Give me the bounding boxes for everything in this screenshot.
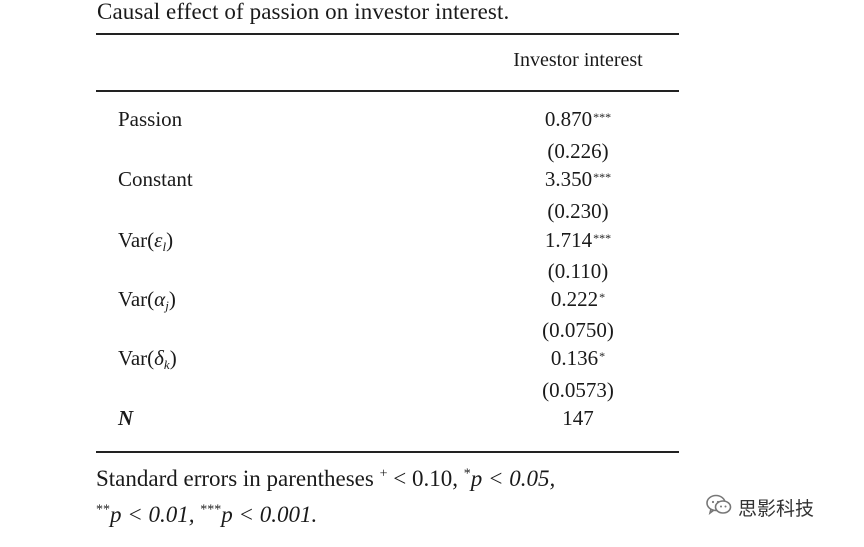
footnote-line-1: Standard errors in parentheses + < 0.10,… bbox=[96, 466, 556, 491]
se-var-alpha: (0.0750) bbox=[542, 318, 614, 342]
top-rule bbox=[96, 33, 679, 35]
se-var-delta: (0.0573) bbox=[542, 378, 614, 402]
table-title: Causal effect of passion on investor int… bbox=[97, 0, 510, 24]
row-label-var-alpha: Var(αj) bbox=[118, 287, 176, 313]
coef-passion: 0.870*** bbox=[544, 107, 612, 131]
row-label-n: N bbox=[118, 406, 134, 430]
se-passion: (0.226) bbox=[547, 139, 609, 163]
row-label-var-delta: Var(δk) bbox=[118, 346, 177, 372]
row-label-passion: Passion bbox=[118, 107, 183, 131]
row-label-var-epsilon: Var(εl) bbox=[118, 228, 174, 254]
wechat-icon bbox=[706, 494, 732, 521]
se-constant: (0.230) bbox=[547, 199, 609, 223]
coef-var-alpha: 0.222* bbox=[550, 287, 606, 311]
se-var-epsilon: (0.110) bbox=[547, 259, 609, 283]
footnote-line-2: **p < 0.01, ***p < 0.001. bbox=[96, 502, 318, 527]
bottom-rule bbox=[96, 451, 679, 453]
watermark-text: 思影科技 bbox=[738, 498, 815, 520]
coef-var-delta: 0.136* bbox=[550, 346, 606, 370]
row-label-constant: Constant bbox=[118, 167, 193, 191]
coef-var-epsilon: 1.714*** bbox=[544, 228, 612, 252]
coef-constant: 3.350*** bbox=[544, 167, 612, 191]
column-header: Investor interest bbox=[513, 49, 643, 71]
watermark: 思影科技 bbox=[706, 494, 814, 521]
value-n: 147 bbox=[562, 406, 594, 430]
header-rule bbox=[96, 90, 679, 92]
